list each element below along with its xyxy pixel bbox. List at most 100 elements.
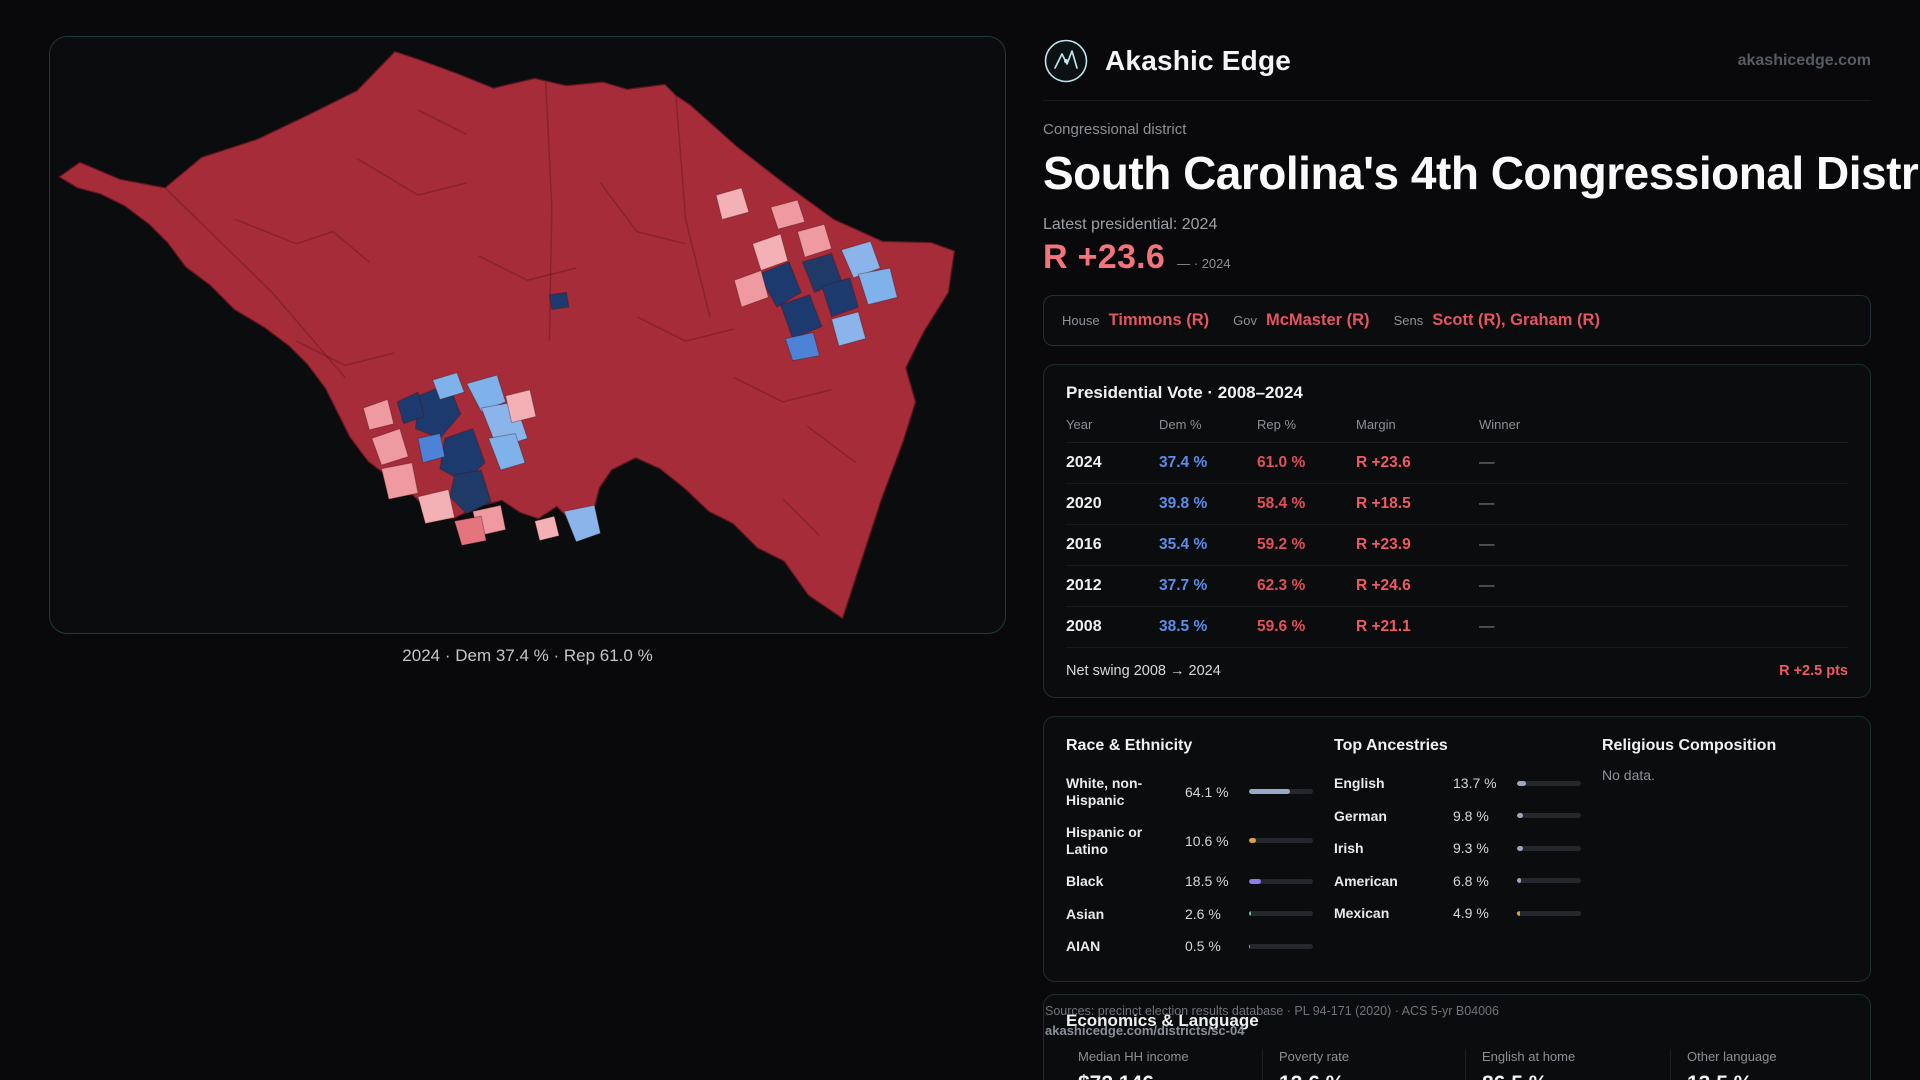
presidential-vote-panel: Presidential Vote · 2008–2024 Year Dem %… <box>1043 364 1871 698</box>
religious-composition-section: Religious Composition No data. <box>1602 737 1848 963</box>
pv-cell-rep: 59.6 % <box>1257 618 1306 635</box>
stat-label: Irish <box>1334 840 1364 857</box>
econ-stat-value: $72,146 <box>1078 1072 1262 1080</box>
stat-bar-fill <box>1249 789 1291 795</box>
stat-label: AIAN <box>1066 938 1101 955</box>
race-ethnicity-title: Race & Ethnicity <box>1066 737 1193 754</box>
official-gov: Gov McMaster (R) <box>1233 311 1369 330</box>
pv-cell-dem: 38.5 % <box>1159 618 1208 635</box>
brand-domain-link[interactable]: akashicedge.com <box>1737 52 1871 69</box>
pv-cell-winner: — <box>1479 577 1495 594</box>
economics-panel: Economics & Language Median HH income $72… <box>1043 994 1871 1080</box>
religion-no-data: No data. <box>1602 767 1655 783</box>
demographics-panel: Race & Ethnicity White, non-Hispanic 64.1… <box>1043 716 1871 982</box>
stat-label: German <box>1334 807 1387 824</box>
pv-cell-dem: 37.7 % <box>1159 577 1208 594</box>
pv-cell-margin: R +18.5 <box>1356 495 1411 512</box>
stat-bar <box>1249 943 1313 949</box>
stat-value: 2.6 % <box>1185 905 1221 922</box>
pv-cell-rep: 59.2 % <box>1257 536 1306 553</box>
top-ancestries-section: Top Ancestries English 13.7 % German 9.8 % I… <box>1334 737 1581 963</box>
official-house-label: House <box>1062 313 1100 328</box>
stat-bar <box>1517 780 1581 786</box>
presidential-vote-title: Presidential Vote · 2008–2024 <box>1066 383 1303 402</box>
official-gov-value: McMaster (R) <box>1265 311 1370 329</box>
stat-bar <box>1249 789 1313 795</box>
stat-value: 9.3 % <box>1453 840 1489 857</box>
economics-stats: Median HH income $72,146 Poverty rate 12.6 … <box>1066 1049 1848 1080</box>
stat-bar <box>1517 845 1581 851</box>
page-title: South Carolina's 4th Congressional Distr… <box>1043 147 1920 199</box>
official-house-value: Timmons (R) <box>1108 311 1210 329</box>
stat-value: 4.9 % <box>1453 905 1489 922</box>
pv-cell-margin: R +23.9 <box>1356 536 1411 553</box>
stat-value: 64.1 % <box>1185 783 1229 800</box>
officials-box: House Timmons (R) Gov McMaster (R) Sens … <box>1043 295 1871 346</box>
religious-composition-title: Religious Composition <box>1602 737 1777 754</box>
stat-row: AIAN 0.5 % <box>1066 930 1313 963</box>
pv-col-dem: Dem % <box>1159 417 1202 432</box>
stat-bar-fill <box>1517 780 1526 786</box>
stat-value: 13.7 % <box>1453 775 1497 792</box>
econ-stat-label: Poverty rate <box>1279 1049 1350 1064</box>
official-sens: Sens Scott (R), Graham (R) <box>1394 311 1600 330</box>
econ-stat-label: English at home <box>1482 1049 1576 1064</box>
pv-row: 2024 37.4 % 61.0 % R +23.6 — <box>1066 443 1848 484</box>
stat-value: 0.5 % <box>1185 938 1221 955</box>
stat-row: Asian 2.6 % <box>1066 898 1313 931</box>
stat-bar-fill <box>1249 838 1256 844</box>
pv-cell-margin: R +23.6 <box>1356 454 1411 471</box>
brand-name: Akashic Edge <box>1105 45 1292 76</box>
stat-row: Hispanic or Latino 10.6 % <box>1066 816 1313 865</box>
ancestry-rows: English 13.7 % German 9.8 % Irish 9.3 % Americ… <box>1334 767 1581 930</box>
stat-row: Black 18.5 % <box>1066 865 1313 898</box>
stat-bar <box>1517 878 1581 884</box>
stat-bar <box>1517 910 1581 916</box>
pv-cell-rep: 61.0 % <box>1257 454 1306 471</box>
pv-col-year: Year <box>1066 417 1093 432</box>
district-kicker: Congressional district <box>1043 121 1187 138</box>
stat-label: English <box>1334 775 1385 791</box>
stat-label: Asian <box>1066 905 1105 922</box>
stat-row: Irish 9.3 % <box>1334 832 1581 865</box>
stat-row: White, non-Hispanic 64.1 % <box>1066 767 1313 816</box>
econ-stat-label: Other language <box>1687 1049 1777 1064</box>
stat-label: Hispanic or Latino <box>1066 824 1143 857</box>
pv-cell-year: 2008 <box>1066 618 1102 635</box>
race-ethnicity-section: Race & Ethnicity White, non-Hispanic 64.1… <box>1066 737 1313 963</box>
stat-row: English 13.7 % <box>1334 767 1581 800</box>
stat-bar-fill <box>1517 878 1522 884</box>
latest-presidential-label: Latest presidential: 2024 <box>1043 216 1218 233</box>
pv-cell-winner: — <box>1479 536 1495 553</box>
spartanburg-cluster <box>715 187 898 362</box>
pv-col-winner: Winner <box>1479 417 1521 432</box>
pv-cell-year: 2020 <box>1066 495 1102 512</box>
econ-stat-value: 13.5 % <box>1687 1072 1848 1080</box>
pv-cell-margin: R +21.1 <box>1356 618 1411 635</box>
map-caption: 2024 · Dem 37.4 % · Rep 61.0 % <box>402 646 653 665</box>
econ-stat-value: 12.6 % <box>1279 1072 1465 1080</box>
pv-cell-winner: — <box>1479 618 1495 635</box>
latest-margin-note: — · 2024 <box>1177 256 1231 271</box>
brand-logo-icon <box>1044 39 1088 83</box>
econ-stat-label: Median HH income <box>1078 1049 1189 1064</box>
district-outline <box>58 50 956 620</box>
stat-row: German 9.8 % <box>1334 800 1581 833</box>
top-ancestries-title: Top Ancestries <box>1334 737 1448 754</box>
pv-cell-rep: 62.3 % <box>1257 577 1306 594</box>
pv-cell-year: 2024 <box>1066 454 1102 471</box>
econ-stat: Median HH income $72,146 <box>1066 1049 1262 1080</box>
district-map[interactable] <box>50 37 1005 633</box>
pv-cell-margin: R +24.6 <box>1356 577 1411 594</box>
race-rows: White, non-Hispanic 64.1 % Hispanic or Lat… <box>1066 767 1313 963</box>
stat-bar <box>1249 911 1313 917</box>
stat-bar <box>1517 813 1581 819</box>
pv-rows: 2024 37.4 % 61.0 % R +23.6 — 2020 39.8 % 58.4 %… <box>1066 443 1848 648</box>
stat-value: 6.8 % <box>1453 872 1489 889</box>
permalink[interactable]: akashicedge.com/districts/sc-04 <box>1045 1023 1245 1038</box>
greenville-cluster <box>362 291 602 546</box>
official-gov-label: Gov <box>1233 313 1257 328</box>
pv-row: 2008 38.5 % 59.6 % R +21.1 — <box>1066 607 1848 648</box>
latest-margin-value: R +23.6 <box>1043 238 1166 276</box>
precinct-boundaries <box>164 81 857 537</box>
